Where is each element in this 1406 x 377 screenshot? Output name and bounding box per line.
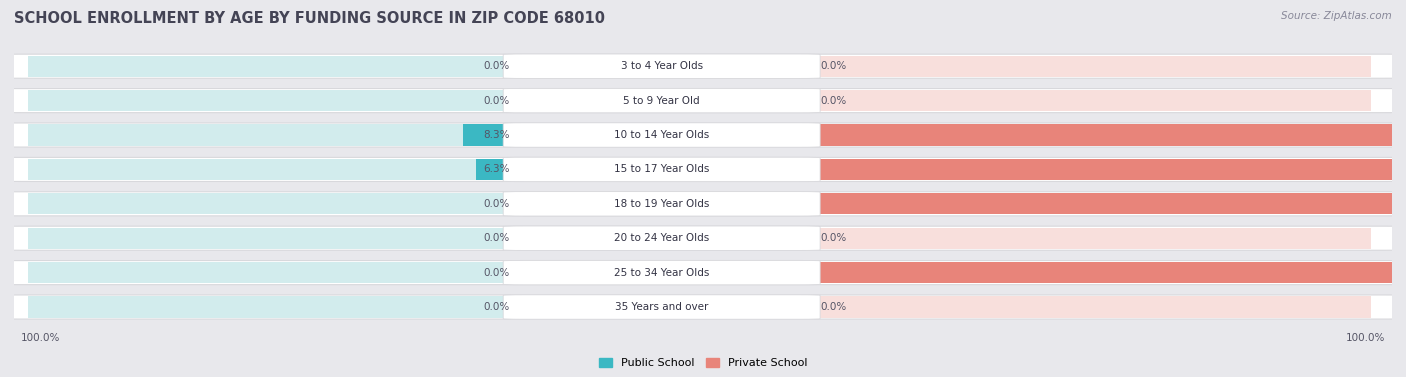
FancyBboxPatch shape (503, 192, 820, 216)
Bar (28, 193, 517, 215)
FancyBboxPatch shape (0, 226, 1406, 250)
Text: 0.0%: 0.0% (484, 302, 510, 312)
Text: 0.0%: 0.0% (484, 268, 510, 277)
FancyBboxPatch shape (0, 295, 1406, 319)
Text: 18 to 19 Year Olds: 18 to 19 Year Olds (614, 199, 710, 209)
Bar (463, 124, 517, 146)
Text: 0.0%: 0.0% (820, 96, 846, 106)
Legend: Public School, Private School: Public School, Private School (599, 358, 807, 368)
FancyBboxPatch shape (0, 192, 1406, 216)
Bar (806, 193, 1406, 215)
Text: 10 to 14 Year Olds: 10 to 14 Year Olds (614, 130, 709, 140)
Bar (806, 262, 1406, 283)
Text: 20 to 24 Year Olds: 20 to 24 Year Olds (614, 233, 709, 243)
Bar (806, 262, 1371, 283)
FancyBboxPatch shape (0, 261, 1406, 285)
FancyBboxPatch shape (503, 157, 820, 182)
Bar (806, 124, 1406, 146)
FancyBboxPatch shape (503, 295, 820, 319)
Bar (28, 90, 517, 111)
FancyBboxPatch shape (0, 54, 1406, 78)
Text: 6.3%: 6.3% (484, 164, 510, 175)
Text: 25 to 34 Year Olds: 25 to 34 Year Olds (614, 268, 710, 277)
FancyBboxPatch shape (503, 88, 820, 113)
FancyBboxPatch shape (503, 123, 820, 147)
Bar (806, 124, 1371, 146)
Bar (806, 296, 1371, 318)
Text: 15 to 17 Year Olds: 15 to 17 Year Olds (614, 164, 710, 175)
Bar (806, 193, 1371, 215)
Text: 100.0%: 100.0% (1346, 333, 1385, 343)
Text: 100.0%: 100.0% (21, 333, 60, 343)
Text: 0.0%: 0.0% (484, 199, 510, 209)
Bar (28, 228, 517, 249)
FancyBboxPatch shape (0, 123, 1406, 147)
FancyBboxPatch shape (0, 157, 1406, 181)
Text: 5 to 9 Year Old: 5 to 9 Year Old (623, 96, 700, 106)
Text: 35 Years and over: 35 Years and over (614, 302, 709, 312)
Bar (477, 159, 517, 180)
FancyBboxPatch shape (503, 54, 820, 78)
Text: Source: ZipAtlas.com: Source: ZipAtlas.com (1281, 11, 1392, 21)
Text: 0.0%: 0.0% (820, 61, 846, 71)
Bar (806, 228, 1371, 249)
Bar (28, 124, 517, 146)
FancyBboxPatch shape (503, 261, 820, 285)
Text: 0.0%: 0.0% (484, 61, 510, 71)
Text: 0.0%: 0.0% (484, 96, 510, 106)
Bar (28, 159, 517, 180)
Text: 0.0%: 0.0% (820, 302, 846, 312)
Bar (28, 296, 517, 318)
Text: 8.3%: 8.3% (484, 130, 510, 140)
FancyBboxPatch shape (0, 89, 1406, 113)
FancyBboxPatch shape (503, 226, 820, 250)
Text: 3 to 4 Year Olds: 3 to 4 Year Olds (620, 61, 703, 71)
Text: 0.0%: 0.0% (484, 233, 510, 243)
Bar (806, 159, 1406, 180)
Bar (28, 262, 517, 283)
Bar (806, 55, 1371, 77)
Bar (806, 159, 1371, 180)
Text: 0.0%: 0.0% (820, 233, 846, 243)
Bar (806, 90, 1371, 111)
Text: SCHOOL ENROLLMENT BY AGE BY FUNDING SOURCE IN ZIP CODE 68010: SCHOOL ENROLLMENT BY AGE BY FUNDING SOUR… (14, 11, 605, 26)
Bar (28, 55, 517, 77)
